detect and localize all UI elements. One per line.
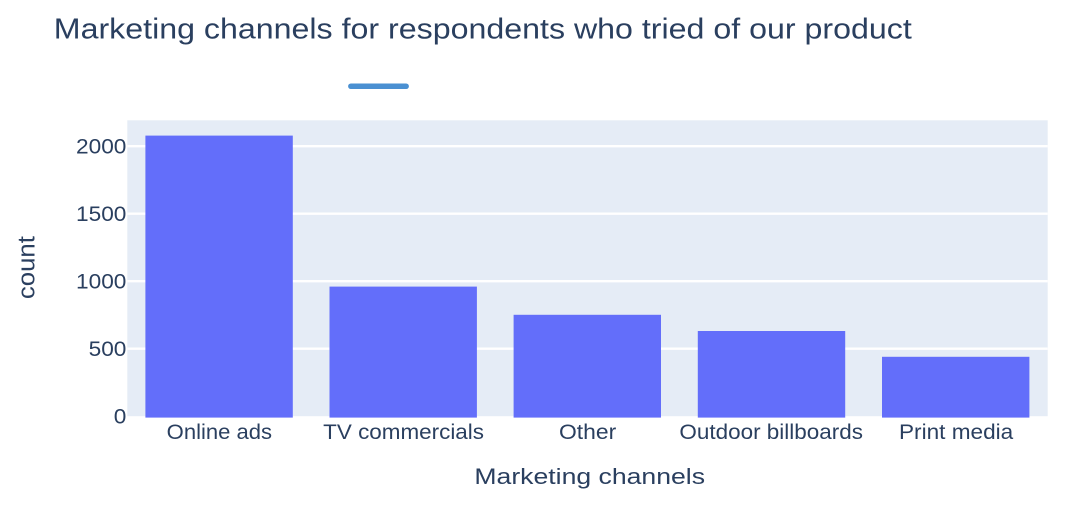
svg-text:Online ads: Online ads — [167, 421, 272, 444]
svg-text:Print media: Print media — [899, 421, 1014, 444]
svg-text:Other: Other — [559, 421, 616, 444]
svg-text:0: 0 — [114, 406, 127, 429]
svg-text:count: count — [14, 236, 41, 299]
svg-text:2000: 2000 — [76, 135, 126, 158]
svg-text:500: 500 — [89, 338, 127, 361]
svg-text:1000: 1000 — [76, 270, 126, 293]
svg-text:1500: 1500 — [76, 203, 126, 226]
svg-text:Marketing channels: Marketing channels — [474, 464, 705, 489]
svg-text:Marketing channels for respond: Marketing channels for respondents who t… — [54, 14, 912, 46]
svg-text:Outdoor billboards: Outdoor billboards — [679, 421, 863, 444]
svg-text:TV commercials: TV commercials — [323, 421, 484, 444]
